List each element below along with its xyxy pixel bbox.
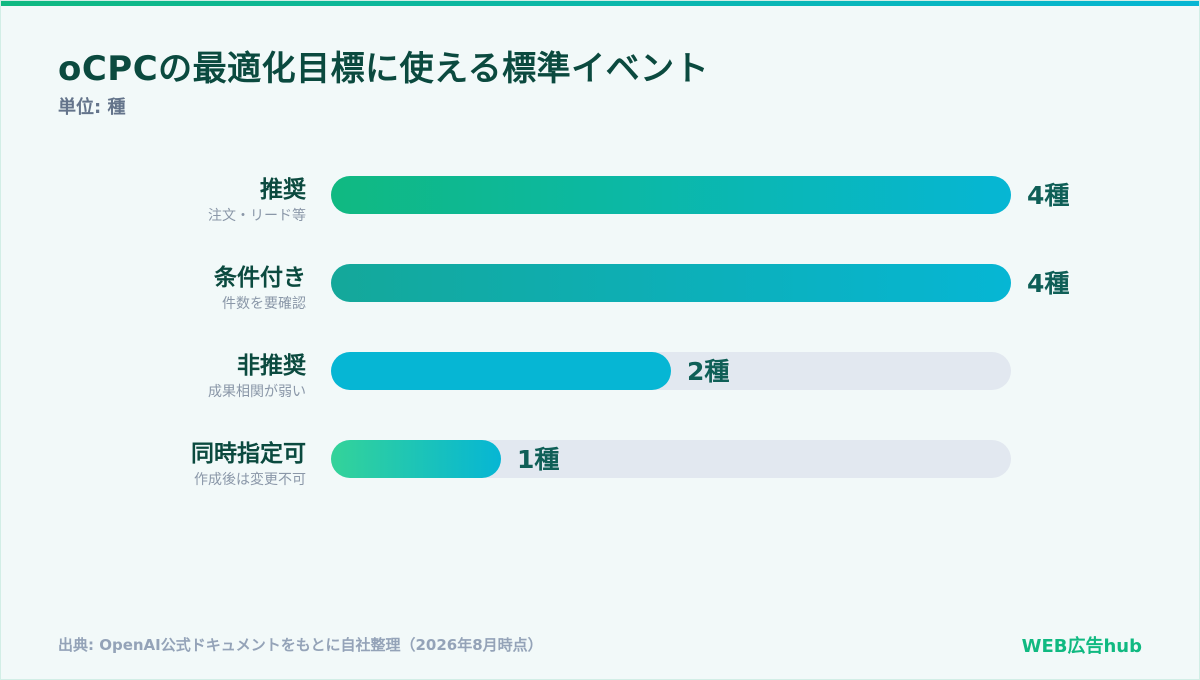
category-label: 推奨: [260, 177, 307, 203]
bars-layer: 推奨注文・リード等4種条件付き件数を要確認4種非推奨成果相関が弱い2種同時指定可…: [191, 176, 1069, 488]
bar-track: [331, 440, 1011, 478]
category-sublabel: 件数を要確認: [222, 296, 306, 312]
category-label: 同時指定可: [191, 440, 306, 467]
value-label: 2種: [687, 357, 729, 386]
bar: [331, 176, 1011, 214]
bar: [331, 264, 1011, 302]
bar: [331, 352, 671, 390]
bar: [331, 440, 501, 478]
category-sublabel: 注文・リード等: [208, 207, 306, 224]
category-sublabel: 成果相関が弱い: [208, 384, 306, 400]
chart-title: oCPCの最適化目標に使える標準イベント: [58, 49, 710, 89]
category-label: 条件付き: [214, 264, 306, 291]
category-sublabel: 作成後は変更不可: [194, 471, 306, 488]
brand-logo: WEB広告hub: [1021, 636, 1142, 657]
top-accent-bar: [1, 1, 1199, 6]
source-note: 出典: OpenAI公式ドキュメントをもとに自社整理（2026年8月時点）: [58, 636, 543, 654]
unit-label: 単位: 種: [58, 97, 126, 118]
category-label: 非推奨: [237, 353, 307, 379]
value-label: 4種: [1027, 181, 1069, 210]
value-label: 4種: [1027, 269, 1069, 298]
value-label: 1種: [517, 445, 559, 474]
